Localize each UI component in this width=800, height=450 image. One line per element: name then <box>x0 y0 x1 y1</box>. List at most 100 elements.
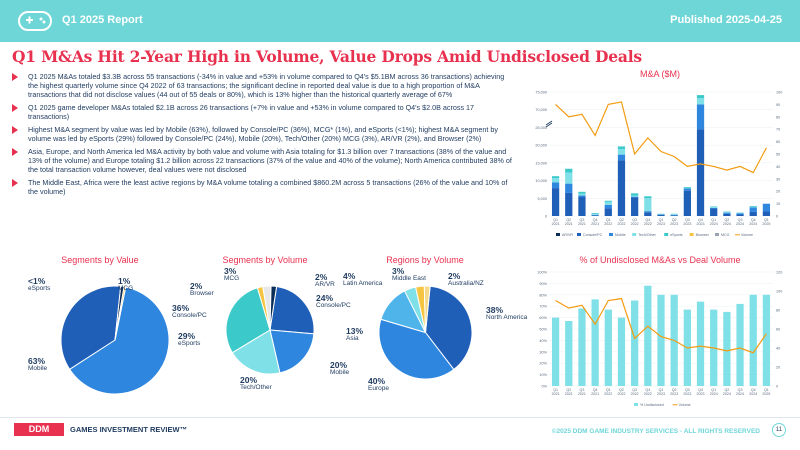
bar-esports <box>551 176 560 179</box>
bar-esports <box>591 213 599 214</box>
segments-value-title: Segments by Value <box>61 255 139 265</box>
x-tick-label: Q3 <box>685 388 690 392</box>
legend-swatch <box>609 233 613 236</box>
x-tick-label: 2024 <box>710 392 718 396</box>
y-tick-label: 90% <box>539 282 547 286</box>
legend-swatch <box>577 233 581 236</box>
x-tick-label: 2023 <box>697 222 705 226</box>
x-tick-label: Q2 <box>619 218 624 222</box>
x-tick-label: Q2 <box>724 218 729 222</box>
bar-techother <box>578 193 586 196</box>
bar-mobile <box>749 207 757 212</box>
bar-mobile <box>683 188 691 191</box>
bar-mobile <box>617 154 626 161</box>
bar-techother <box>723 211 731 213</box>
bar-consolepc <box>762 211 771 216</box>
bullet-text: Q1 2025 game developer M&As totaled $2.1… <box>28 103 475 122</box>
bar-%undisclosed <box>631 300 639 386</box>
bar-esports <box>696 95 705 99</box>
ddm-logo: DDM <box>14 423 64 436</box>
bar-techother <box>617 149 626 155</box>
bullet-arrow-icon <box>12 126 18 135</box>
bar-consolepc <box>578 197 586 216</box>
x-tick-label: 2023 <box>683 392 691 396</box>
label-australia-region: 2% Australia/NZ <box>448 271 484 287</box>
volume-line <box>555 297 767 354</box>
x-tick-label: 2024 <box>710 222 718 226</box>
bar-mobile <box>631 196 639 198</box>
y-tick-label: 50% <box>539 328 547 332</box>
label-consolepc-volume: 24% Console/PC <box>316 293 351 309</box>
x-tick-label: Q1 <box>606 388 611 392</box>
bar-consolepc <box>670 215 678 216</box>
y-tick-label: 20,000 <box>535 144 547 148</box>
bullet-text: Q1 2025 M&As totaled $3.3B across 55 tra… <box>28 72 505 100</box>
legend-label: MCG <box>721 233 730 237</box>
x-tick-label: Q1 <box>606 218 611 222</box>
report-label: Q1 2025 Report <box>62 14 143 26</box>
y-tick-label: 5,000 <box>537 197 547 201</box>
y-tick-label: 15,000 <box>535 161 547 165</box>
y-tick-label: 40% <box>539 339 547 343</box>
bar-consolepc <box>723 213 731 216</box>
label-browser-volume: 2% Browser <box>190 281 214 297</box>
y-tick-label: 30% <box>539 350 547 354</box>
bar-mobile <box>604 204 612 209</box>
bar-%undisclosed <box>604 309 612 386</box>
x-tick-label: Q3 <box>580 388 585 392</box>
x-tick-label: Q4 <box>751 388 756 392</box>
x-tick-label: Q3 <box>580 218 585 222</box>
bullet-item: Q1 2025 M&As totaled $3.3B across 55 tra… <box>12 72 512 100</box>
pie-slice-consolepc <box>60 285 122 370</box>
undisclosed-chart: 0% 10% 20% 30% 40% 50% 60% 70% 80% 90% 100% 0 20 40 60… <box>537 271 782 408</box>
x-tick-label: 2023 <box>697 392 705 396</box>
x-tick-label: Q3 <box>738 388 743 392</box>
x-tick-label: 2024 <box>736 392 744 396</box>
bar-%undisclosed <box>762 294 771 386</box>
legend-label: Volume <box>679 403 691 407</box>
bar-mobile <box>551 182 560 189</box>
y-tick-label: 25,000 <box>535 126 547 130</box>
bullet-text: Highest M&A segment by value was led by … <box>28 125 498 144</box>
bar-esports <box>631 193 639 196</box>
x-tick-label: Q1 <box>659 218 664 222</box>
x-tick-label: 2022 <box>631 222 639 226</box>
bar-consolepc <box>749 211 757 216</box>
label-arvr-volume: 2% AR/VR <box>315 272 335 288</box>
regions-volume-pie <box>378 285 473 380</box>
y2-tick-label: 120 <box>776 271 782 275</box>
x-tick-label: 2023 <box>683 222 691 226</box>
y2-tick-label: 40 <box>776 347 780 351</box>
bar-consolepc <box>736 214 744 216</box>
y2-tick-label: 30 <box>776 177 780 181</box>
pie-slice-esports <box>114 286 127 341</box>
legend-label: AR/VR <box>562 233 573 237</box>
x-tick-label: Q2 <box>619 388 624 392</box>
x-tick-label: 2024 <box>723 392 731 396</box>
bar-techother <box>604 201 612 205</box>
y2-tick-label: 60 <box>776 140 780 144</box>
label-northamerica-region: 38% North America <box>486 305 528 321</box>
bar-%undisclosed <box>565 321 573 386</box>
bar-mobile <box>565 183 573 193</box>
y-tick-label: 70,000 <box>535 108 547 112</box>
x-tick-label: Q3 <box>685 218 690 222</box>
bar-consolepc <box>683 190 691 216</box>
x-tick-label: Q4 <box>751 218 756 222</box>
x-tick-label: Q1 <box>764 218 769 222</box>
bar-%undisclosed <box>591 299 599 386</box>
label-latam-region: 4% Latin America <box>343 271 383 287</box>
bar-%undisclosed <box>617 317 626 386</box>
bar-techother <box>696 98 705 105</box>
y2-tick-label: 40 <box>776 165 780 169</box>
bullet-item: Q1 2025 game developer M&As totaled $2.1… <box>12 103 512 121</box>
x-tick-label: Q3 <box>632 218 637 222</box>
label-europe-region: 40% Europe <box>368 376 389 392</box>
bar-techother <box>644 198 652 212</box>
x-tick-label: 2021 <box>565 392 573 396</box>
y2-tick-label: 60 <box>776 328 780 332</box>
regions-volume-title: Regions by Volume <box>386 255 464 265</box>
pie-slice-esports <box>225 287 271 354</box>
y2-tick-label: 80 <box>776 309 780 313</box>
x-tick-label: 2022 <box>644 392 652 396</box>
